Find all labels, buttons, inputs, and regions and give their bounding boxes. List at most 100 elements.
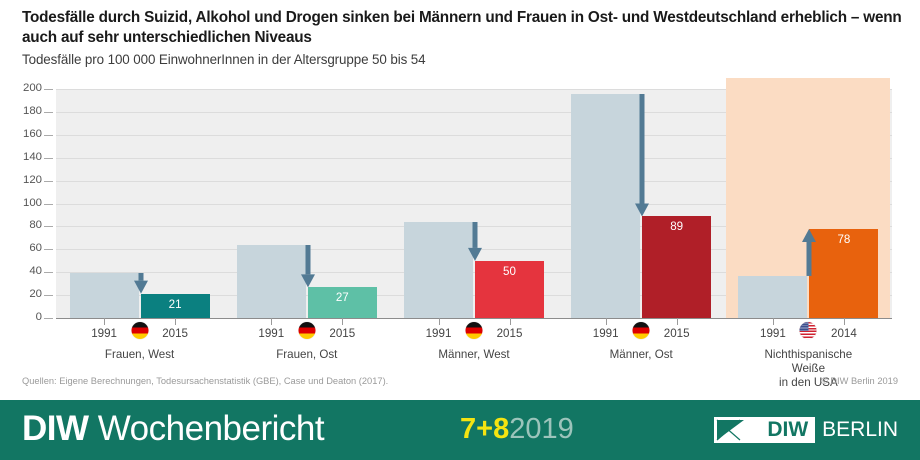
y-tick-label-180: 180 (22, 104, 42, 117)
group-label-line-0: Männer, Ost (609, 348, 673, 361)
issue-info: 7+82019 (460, 413, 574, 446)
bar-value-label: 21 (168, 297, 182, 311)
x-axis-year-label: 2015 (663, 327, 690, 340)
logo-mark: DIW (714, 417, 816, 443)
x-axis-year-label: 2015 (329, 327, 356, 340)
banner-brand-rest: Wochenbericht (88, 409, 325, 448)
y-tick-dash-0 (44, 318, 53, 319)
x-tick (676, 318, 678, 325)
group-label-line-1: in den USA (779, 376, 838, 389)
y-tick-dash-200 (44, 89, 53, 90)
bar-männer-2015: 89 (642, 216, 712, 318)
change-arrow-down (300, 244, 316, 288)
y-axis: 0 20 40 60 80 100 120 140 160 180 200 (0, 82, 56, 323)
bar-value-label: 50 (503, 264, 516, 278)
y-tick-dash-80 (44, 226, 53, 228)
gridline-200 (56, 89, 892, 90)
y-tick-dash-160 (44, 134, 53, 136)
arrows-layer (56, 89, 892, 318)
chart-header: Todesfälle durch Suizid, Alkohol und Dro… (22, 8, 902, 67)
x-tick (271, 318, 273, 325)
x-tick (175, 318, 177, 325)
y-tick-dash-20 (44, 295, 53, 297)
y-tick-dash-180 (44, 111, 53, 113)
gridline-160 (56, 134, 892, 136)
logo-diw-text: DIW (767, 418, 809, 441)
bar-nichthispanische weiße in den usa-1991 (738, 275, 808, 318)
x-axis-year-label: 1991 (258, 327, 285, 340)
y-tick-label-200: 200 (22, 82, 42, 94)
change-arrow-up (801, 228, 817, 276)
bar-value-label: 27 (335, 291, 349, 305)
arrow-glyph (468, 221, 482, 261)
change-arrow-down (467, 221, 483, 261)
diw-butterfly-icon (714, 417, 767, 443)
source-note: Quellen: Eigene Berechnungen, Todesursac… (22, 376, 389, 386)
x-tick (104, 318, 106, 325)
y-tick-dash-100 (44, 203, 53, 205)
page-title: Todesfälle durch Suizid, Alkohol und Dro… (22, 9, 902, 46)
issue-year: 2019 (509, 413, 574, 445)
group-label: Nichthispanische Weiße in den USA (753, 348, 865, 390)
bar-männer-1991 (571, 93, 641, 318)
y-tick-label-140: 140 (22, 150, 42, 163)
group-label: Männer, West (438, 348, 509, 362)
group-label-line-0: Frauen, West (104, 348, 175, 361)
x-tick (772, 318, 774, 325)
flag-de-icon (632, 322, 650, 339)
y-tick-dash-40 (44, 272, 53, 274)
x-tick (342, 318, 344, 325)
change-arrow-down (634, 93, 650, 217)
x-axis-year-label: 2015 (162, 327, 188, 340)
y-tick-dash-140 (44, 157, 53, 159)
x-axis-year-label: 2015 (496, 327, 523, 340)
copyright-note: © DIW Berlin 2019 (820, 376, 898, 386)
gridline-20 (56, 295, 892, 297)
flag-de-icon (298, 322, 316, 339)
bar-value-label: 89 (670, 220, 684, 234)
banner-brand-bold: DIW (22, 409, 89, 448)
gridline-180 (56, 111, 892, 113)
y-tick-label-120: 120 (22, 173, 42, 186)
flag-us-icon (799, 322, 817, 339)
chart-subtitle: Todesfälle pro 100 000 EinwohnerInnen in… (22, 52, 426, 67)
plot-area: 21 27 50 89 78 (56, 78, 892, 319)
x-axis-year-label: 1991 (759, 327, 786, 340)
arrow-glyph (300, 244, 315, 288)
x-axis-year-label: 1991 (91, 327, 117, 340)
arrow-glyph (635, 93, 650, 217)
x-axis-year-label: 1991 (425, 327, 452, 340)
gridline-100 (56, 203, 892, 205)
y-tick-label-80: 80 (29, 219, 42, 232)
arrow-glyph (802, 228, 817, 276)
bar-frauen-2015: 21 (140, 293, 210, 318)
group-label: Frauen, West (105, 348, 174, 362)
x-axis-year-label: 2014 (830, 327, 857, 340)
x-axis-line (56, 318, 892, 319)
flag-de-icon (131, 322, 149, 339)
logo-berlin-text: BERLIN (822, 418, 898, 441)
y-tick-label-60: 60 (29, 242, 42, 255)
arrow-glyph (133, 273, 148, 294)
y-tick-label-100: 100 (22, 196, 42, 209)
x-tick (605, 318, 607, 325)
y-tick-label-20: 20 (29, 288, 42, 301)
y-tick-label-160: 160 (22, 127, 42, 140)
diw-berlin-logo: DIW BERLIN (714, 416, 898, 444)
gridline-120 (56, 180, 892, 182)
banner-brand: DIW Wochenbericht (22, 409, 325, 449)
x-axis-year-label: 1991 (592, 327, 619, 340)
x-tick (843, 318, 845, 325)
bar-männer-2015: 50 (475, 260, 544, 318)
gridline-40 (56, 272, 892, 274)
y-tick-dash-120 (44, 180, 53, 182)
bar-frauen-1991 (236, 244, 306, 318)
x-tick (438, 318, 440, 325)
flag-de-icon (465, 322, 483, 339)
change-arrow-down (133, 273, 149, 294)
group-label: Frauen, Ost (276, 348, 337, 362)
y-tick-label-40: 40 (29, 265, 42, 278)
us-flag-canton (799, 322, 809, 332)
group-label: Männer, Ost (610, 348, 673, 362)
